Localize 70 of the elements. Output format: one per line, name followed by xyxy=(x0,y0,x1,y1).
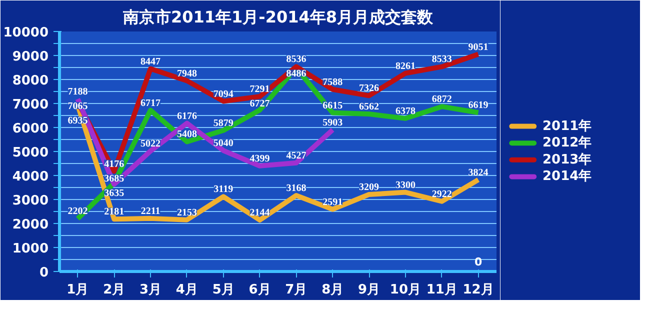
x-tick-label: 6月 xyxy=(248,282,271,298)
y-tick-label: 9000 xyxy=(12,50,49,64)
data-label: 3119 xyxy=(214,184,234,196)
data-label: 2202 xyxy=(68,206,88,218)
x-tick-label: 4月 xyxy=(176,282,198,298)
data-label: 3209 xyxy=(359,182,380,194)
data-label: 6727 xyxy=(250,98,270,110)
legend-label: 2011年 xyxy=(542,118,592,134)
y-tick-label: 10000 xyxy=(3,26,49,40)
data-label: 5022 xyxy=(140,138,161,150)
data-label: 3300 xyxy=(395,180,416,191)
x-tick-label: 7月 xyxy=(285,282,308,298)
x-tick-label: 3月 xyxy=(140,282,162,298)
data-label: 6935 xyxy=(68,116,88,127)
x-tick-label: 2月 xyxy=(103,282,126,298)
x-tick-label: 1月 xyxy=(66,282,89,298)
data-label: 6615 xyxy=(322,100,343,112)
data-label: 8447 xyxy=(140,56,161,68)
legend-label: 2012年 xyxy=(542,136,592,151)
data-label: 9051 xyxy=(468,42,488,53)
data-label: 2144 xyxy=(250,208,270,219)
data-label: 5879 xyxy=(213,118,234,129)
y-tick-label: 3000 xyxy=(12,194,49,208)
y-tick-label: 7000 xyxy=(12,98,49,112)
data-label: 6378 xyxy=(395,106,416,117)
data-label: 4399 xyxy=(250,153,270,164)
data-label: 4527 xyxy=(286,150,306,162)
data-label: 5408 xyxy=(176,129,197,140)
data-label: 2181 xyxy=(104,206,124,218)
data-label: 8536 xyxy=(286,54,306,66)
data-label: 5040 xyxy=(213,138,234,150)
x-tick-label: 5月 xyxy=(212,282,234,298)
data-label: 8533 xyxy=(432,54,452,66)
annotation: 0 xyxy=(474,256,482,268)
data-label: 8486 xyxy=(286,68,306,80)
data-label: 7291 xyxy=(250,84,270,96)
data-label: 3168 xyxy=(286,183,306,194)
data-label: 8261 xyxy=(395,60,416,72)
legend-label: 2014年 xyxy=(542,169,592,184)
data-label: 6176 xyxy=(176,110,197,122)
x-tick-label: 8月 xyxy=(322,282,344,298)
y-tick-label: 4000 xyxy=(12,170,49,184)
data-label: 7948 xyxy=(176,68,197,80)
y-tick-label: 5000 xyxy=(12,146,49,160)
y-tick-label: 8000 xyxy=(12,74,49,88)
data-label: 3635 xyxy=(104,188,124,199)
data-label: 6717 xyxy=(140,98,161,109)
data-label: 7588 xyxy=(322,76,343,88)
data-label: 2922 xyxy=(432,188,452,200)
x-tick-label: 9月 xyxy=(358,282,380,298)
y-tick-label: 6000 xyxy=(12,122,49,136)
data-label: 5903 xyxy=(322,117,343,128)
x-tick-label: 10月 xyxy=(390,282,422,298)
data-label: 3824 xyxy=(468,167,488,178)
data-label: 6562 xyxy=(359,102,380,113)
y-tick-label: 2000 xyxy=(12,218,49,232)
data-label: 6619 xyxy=(468,100,488,112)
data-label: 6872 xyxy=(432,94,452,106)
data-label: 7326 xyxy=(359,83,380,94)
data-label: 7094 xyxy=(213,88,234,100)
legend-label: 2013年 xyxy=(542,152,592,168)
data-label: 2211 xyxy=(140,206,160,217)
y-tick-label: 1000 xyxy=(12,242,49,256)
data-label: 7188 xyxy=(68,86,88,98)
x-tick-label: 11月 xyxy=(426,282,458,298)
y-tick-label: 0 xyxy=(39,266,48,280)
x-tick-label: 12月 xyxy=(462,282,494,298)
chart-title: 南京市2011年1月-2014年8月月成交套数 xyxy=(122,8,434,26)
data-label: 3685 xyxy=(104,173,124,184)
data-label: 2153 xyxy=(176,207,197,218)
